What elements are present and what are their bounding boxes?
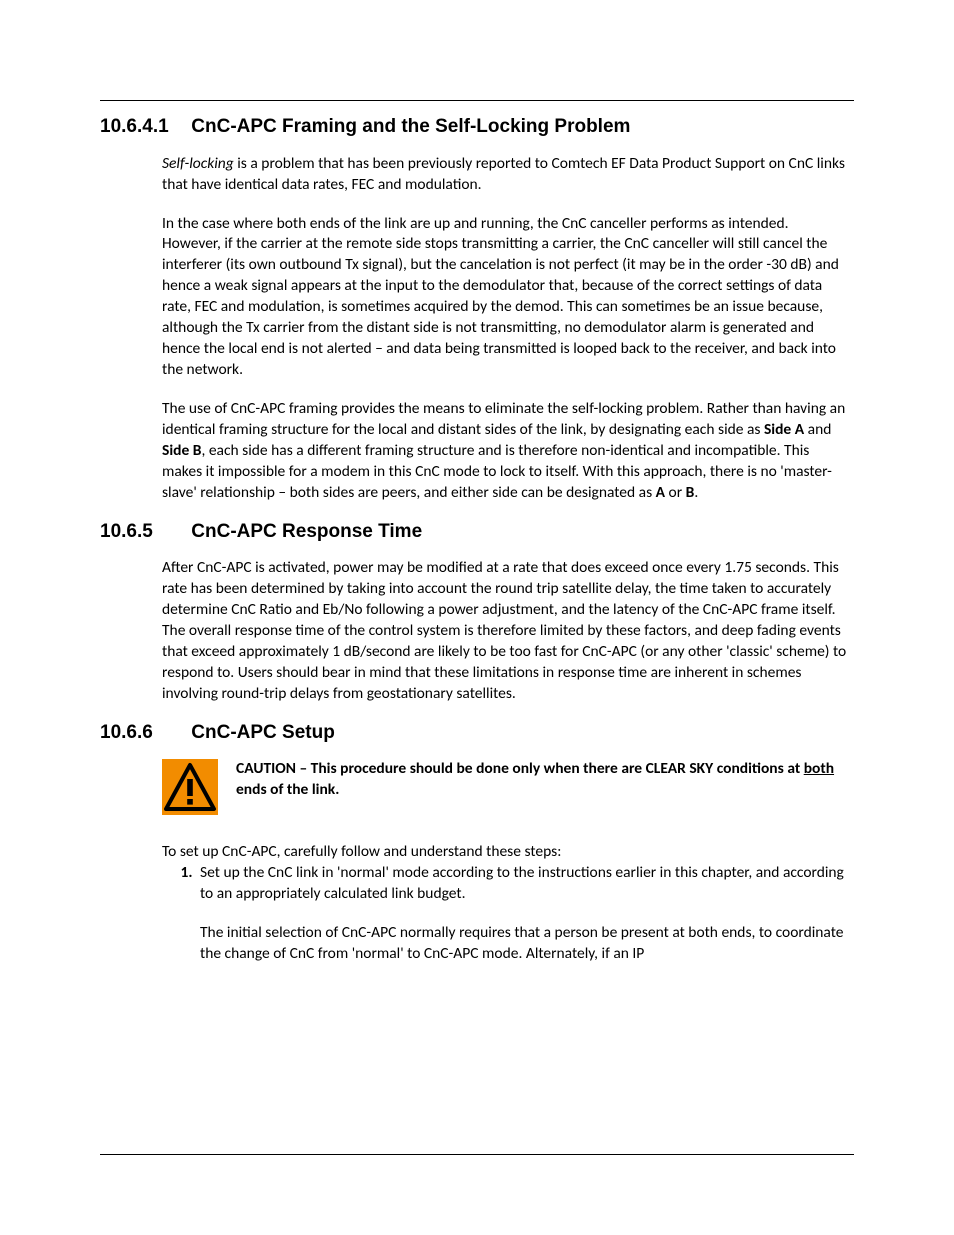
section-body: After CnC-APC is activated, power may be… <box>162 558 850 704</box>
caution-text-part: CAUTION – This procedure should be done … <box>236 759 804 778</box>
section-body: To set up CnC-APC, carefully follow and … <box>162 842 850 863</box>
bold-text: A <box>656 483 665 502</box>
heading-10-6-4-1: 10.6.4.1 CnC-APC Framing and the Self-Lo… <box>100 115 854 140</box>
paragraph: Self-locking is a problem that has been … <box>162 154 850 196</box>
heading-title: CnC-APC Setup <box>191 722 335 743</box>
paragraph: To set up CnC-APC, carefully follow and … <box>162 842 850 863</box>
paragraph: The use of CnC-APC framing provides the … <box>162 399 850 504</box>
heading-number: 10.6.4.1 <box>100 115 186 140</box>
paragraph-text: After CnC-APC is activated, power may be… <box>162 558 846 703</box>
paragraph: In the case where both ends of the link … <box>162 214 850 381</box>
heading-title: CnC-APC Response Time <box>191 521 422 542</box>
paragraph-text: or <box>665 483 686 502</box>
heading-10-6-6: 10.6.6 CnC-APC Setup <box>100 721 854 746</box>
paragraph-text: In the case where both ends of the link … <box>162 214 839 379</box>
paragraph-text: . <box>694 483 698 502</box>
section-body: Self-locking is a problem that has been … <box>162 154 850 504</box>
paragraph-text: To set up CnC-APC, carefully follow and … <box>162 842 561 861</box>
heading-number: 10.6.6 <box>100 721 186 746</box>
caution-text-underline: both <box>804 759 834 778</box>
bold-text: Side B <box>162 441 201 460</box>
heading-number: 10.6.5 <box>100 520 186 545</box>
bottom-rule <box>100 1154 854 1155</box>
paragraph-text: and <box>804 420 831 439</box>
list-item: Set up the CnC link in 'normal' mode acc… <box>196 863 854 965</box>
heading-10-6-5: 10.6.5 CnC-APC Response Time <box>100 520 854 545</box>
caution-text: CAUTION – This procedure should be done … <box>236 759 854 801</box>
top-rule <box>100 100 854 101</box>
warning-triangle-icon <box>162 759 218 815</box>
caution-callout: CAUTION – This procedure should be done … <box>162 759 854 820</box>
setup-steps-list: Set up the CnC link in 'normal' mode acc… <box>162 863 854 965</box>
paragraph: After CnC-APC is activated, power may be… <box>162 558 850 704</box>
document-page: 10.6.4.1 CnC-APC Framing and the Self-Lo… <box>0 0 954 1235</box>
caution-icon <box>162 759 218 820</box>
paragraph-text: is a problem that has been previously re… <box>162 154 845 194</box>
caution-text-part: ends of the link. <box>236 780 339 799</box>
paragraph-text: The use of CnC-APC framing provides the … <box>162 399 845 439</box>
term-self-locking: Self-locking <box>162 154 234 173</box>
list-item-text: The initial selection of CnC-APC normall… <box>200 923 854 965</box>
heading-title: CnC-APC Framing and the Self-Locking Pro… <box>191 116 630 137</box>
paragraph-text: , each side has a different framing stru… <box>162 441 832 502</box>
bold-text: Side A <box>764 420 804 439</box>
list-item-text: Set up the CnC link in 'normal' mode acc… <box>200 863 854 905</box>
